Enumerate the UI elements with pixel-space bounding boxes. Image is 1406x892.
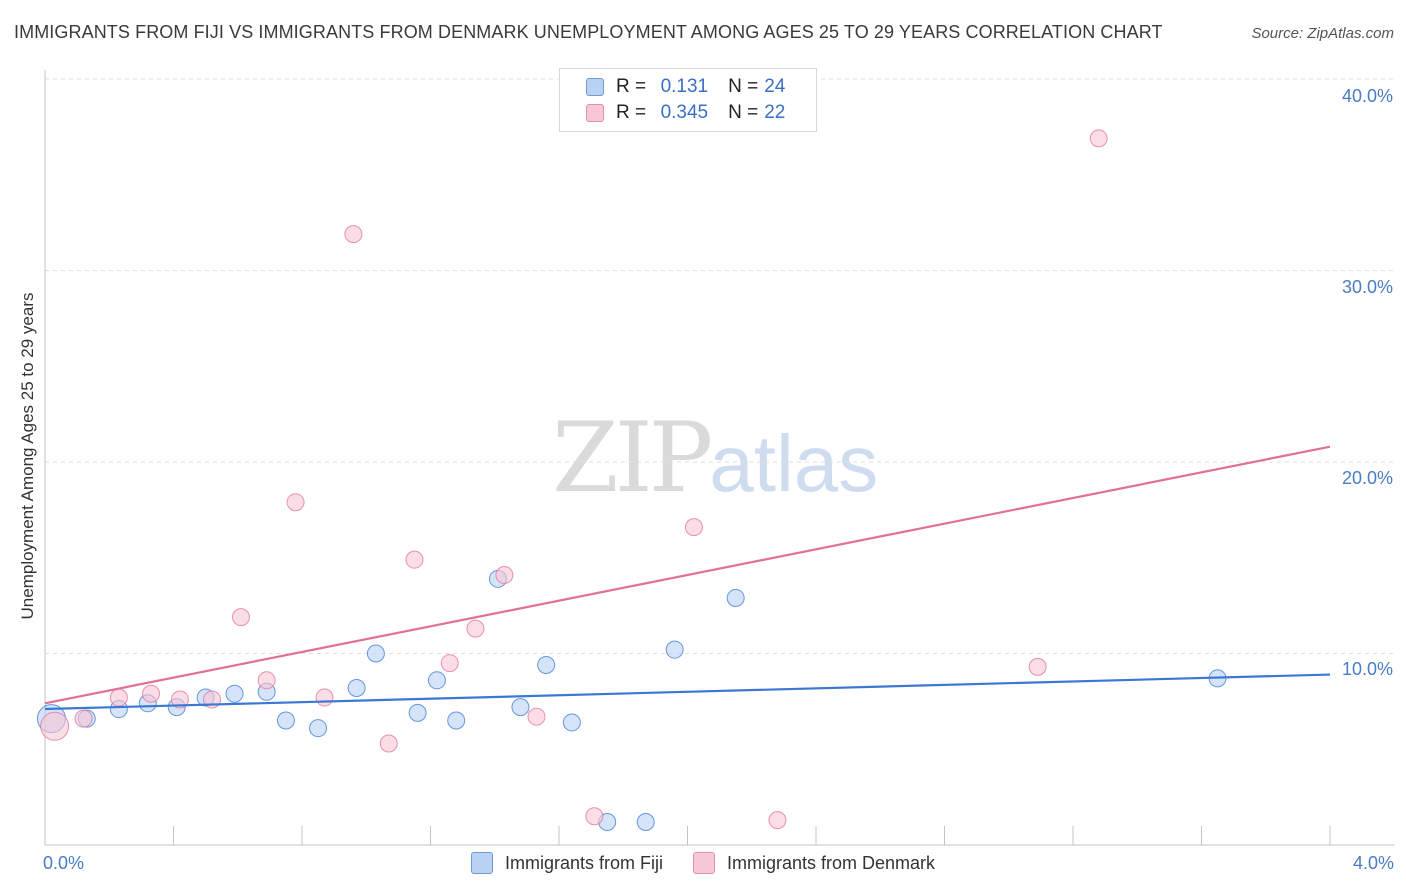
series-legend: Immigrants from Fiji Immigrants from Den… [0,852,1406,874]
point-fiji [447,711,466,730]
y-tick-label-40: 40.0% [1341,86,1393,106]
y-axis-label: Unemployment Among Ages 25 to 29 years [18,292,37,620]
source-label: Source: ZipAtlas.com [1251,25,1394,42]
legend-row-denmark: R = 0.345 N = 22 [586,102,785,124]
watermark-zip: ZIP [552,402,713,514]
n-value-denmark: 22 [764,102,786,123]
legend-item-fiji: Immigrants from Fiji [470,852,663,874]
point-fiji [427,671,446,690]
point-fiji [366,644,385,663]
fiji-legend-icon [470,852,493,874]
point-denmark [466,619,485,638]
y-tick-label-10: 10.0% [1341,659,1393,679]
point-fiji [276,711,295,730]
point-denmark [585,807,604,826]
r-value-denmark: 0.345 [660,102,709,123]
r-value-fiji: 0.131 [660,76,709,97]
n-value-fiji: 24 [764,76,786,97]
point-denmark [231,608,250,627]
denmark-swatch-icon [586,104,604,122]
legend-item-denmark: Immigrants from Denmark [692,852,936,874]
x-tick-label-min: 0.0% [43,853,85,873]
trend-line-fiji [44,673,1331,711]
point-denmark [286,493,305,512]
legend-label-denmark: Immigrants from Denmark [726,852,936,873]
x-tick-label-max: 4.0% [1352,853,1394,873]
r-label: R = [616,76,647,97]
point-denmark [684,518,703,537]
point-denmark [142,684,161,703]
legend-row-fiji: R = 0.131 N = 24 [586,76,785,98]
point-fiji [225,684,244,703]
point-fiji [309,719,328,738]
point-denmark [74,709,93,728]
point-fiji [665,640,684,659]
point-denmark [527,707,546,726]
point-denmark [440,654,459,673]
trend-line-denmark [44,445,1331,705]
watermark-atlas: atlas [709,419,879,508]
point-denmark [1028,657,1047,676]
point-denmark [344,225,363,244]
point-denmark [40,711,70,741]
point-fiji [636,813,655,832]
watermark: ZIPatlas [552,402,878,514]
point-fiji [562,713,581,732]
point-denmark [1089,129,1108,148]
point-fiji [408,703,427,722]
chart-title: IMMIGRANTS FROM FIJI VS IMMIGRANTS FROM … [14,22,1163,42]
n-label: N = [728,102,759,123]
point-denmark [768,811,787,830]
point-fiji [511,698,530,717]
y-tick-label-20: 20.0% [1341,468,1393,488]
point-denmark [495,565,514,584]
point-denmark [379,734,398,753]
r-label: R = [616,102,647,123]
point-denmark [257,671,276,690]
point-fiji [537,655,556,674]
n-label: N = [728,76,759,97]
correlation-legend: R = 0.131 N = 24 R = 0.345 N = 22 [559,68,817,132]
point-denmark [109,688,128,707]
point-fiji [347,678,366,697]
fiji-swatch-icon [586,78,604,96]
denmark-legend-icon [692,852,715,874]
legend-label-fiji: Immigrants from Fiji [504,852,663,873]
point-denmark [405,550,424,569]
point-denmark [315,688,334,707]
point-denmark [170,690,189,709]
point-fiji [726,588,745,607]
y-tick-label-30: 30.0% [1341,277,1393,297]
